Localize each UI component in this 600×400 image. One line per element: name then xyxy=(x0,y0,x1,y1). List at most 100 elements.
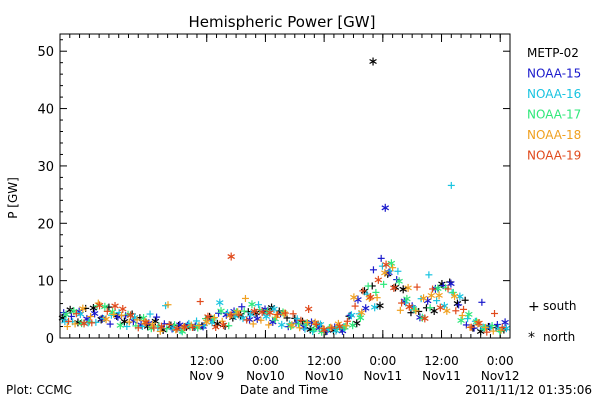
data-point-south xyxy=(240,307,248,315)
data-point-south xyxy=(359,287,367,295)
data-point-south xyxy=(227,311,235,319)
data-point-south xyxy=(72,310,80,318)
data-point-north xyxy=(405,302,414,311)
data-point-north xyxy=(120,317,129,326)
data-point-south xyxy=(293,315,301,323)
data-point-south xyxy=(412,307,420,315)
data-point-north xyxy=(310,325,318,334)
data-point-south xyxy=(106,320,114,328)
data-point-north xyxy=(395,277,403,286)
data-point-north xyxy=(348,321,357,330)
data-point-south xyxy=(483,328,491,336)
y-tick-label: 10 xyxy=(37,275,54,290)
legend-entry-noaa-17: NOAA-17 xyxy=(527,108,581,122)
data-point-south xyxy=(377,254,385,262)
data-point-south xyxy=(274,310,282,318)
data-point-north xyxy=(277,320,286,329)
data-point-north xyxy=(216,298,224,307)
data-point-south xyxy=(249,320,257,328)
data-point-south xyxy=(87,312,95,320)
data-point-south xyxy=(195,322,203,330)
data-point-south xyxy=(289,310,297,318)
data-point-north xyxy=(204,312,212,321)
data-point-south xyxy=(241,294,249,302)
data-point-south xyxy=(429,285,437,293)
data-point-north xyxy=(434,284,442,293)
data-point-south xyxy=(482,323,490,331)
data-point-south xyxy=(63,322,71,330)
data-point-north xyxy=(270,304,278,313)
data-point-south xyxy=(103,307,111,315)
y-tick-label: 0 xyxy=(46,332,54,347)
footer-left: Plot: CCMC xyxy=(6,383,72,397)
data-point-north xyxy=(246,310,255,319)
data-point-south xyxy=(327,323,335,331)
x-tick-label-date: Nov11 xyxy=(422,369,461,383)
data-point-north xyxy=(211,322,220,331)
data-point-south xyxy=(193,317,201,325)
data-point-south xyxy=(265,321,273,329)
data-point-north xyxy=(453,299,462,308)
data-point-south xyxy=(467,323,475,331)
data-point-north xyxy=(374,275,383,284)
data-point-north xyxy=(194,323,202,332)
data-point-south xyxy=(294,320,302,328)
x-tick-label-date: Nov11 xyxy=(363,369,402,383)
data-point-south xyxy=(380,280,388,288)
data-point-north xyxy=(119,305,127,314)
data-point-south xyxy=(255,301,263,309)
data-point-north xyxy=(356,313,365,322)
data-point-south xyxy=(373,294,381,302)
data-point-south xyxy=(425,271,433,279)
data-point-north xyxy=(157,322,166,331)
x-axis-label: Date and Time xyxy=(240,383,328,397)
data-point-south xyxy=(238,303,246,311)
legend-entry-noaa-19: NOAA-19 xyxy=(527,149,581,163)
data-point-north xyxy=(102,315,110,324)
data-point-north xyxy=(61,317,69,326)
data-point-north xyxy=(89,304,98,313)
data-point-south xyxy=(461,296,469,304)
x-tick-label-time: 0:00 xyxy=(487,354,514,368)
data-point-south xyxy=(210,314,218,322)
marker-label-north: north xyxy=(543,330,575,344)
data-point-south xyxy=(491,310,499,318)
data-point-north xyxy=(288,321,296,330)
data-point-north xyxy=(180,323,189,332)
data-point-south xyxy=(118,311,126,319)
data-point-south xyxy=(281,309,289,317)
x-tick-label-time: 0:00 xyxy=(369,354,396,368)
data-point-north xyxy=(142,318,150,327)
data-point-south xyxy=(188,324,196,332)
data-point-north xyxy=(266,308,274,317)
data-point-north xyxy=(304,304,313,313)
data-point-south xyxy=(489,327,497,335)
data-point-north xyxy=(501,318,509,327)
data-point-north xyxy=(248,300,256,309)
data-point-south xyxy=(146,310,154,318)
data-point-south xyxy=(498,323,506,331)
data-point-south xyxy=(394,267,402,275)
data-point-north xyxy=(435,291,443,300)
data-point-north xyxy=(381,203,390,212)
data-point-south xyxy=(389,264,397,272)
footer-right: 2011/11/12 01:35:06 xyxy=(465,383,592,397)
data-point-north xyxy=(456,292,464,301)
data-point-south xyxy=(444,285,452,293)
legend-entry-noaa-16: NOAA-16 xyxy=(527,87,581,101)
x-tick-label-time: 12:00 xyxy=(307,354,342,368)
data-point-south xyxy=(196,298,204,306)
data-point-south xyxy=(364,282,372,290)
data-point-south xyxy=(301,325,309,333)
data-point-south xyxy=(218,317,226,325)
y-tick-label: 20 xyxy=(37,217,54,232)
data-point-north xyxy=(80,319,88,328)
data-point-north xyxy=(376,301,384,310)
data-point-south xyxy=(328,324,336,332)
data-point-south xyxy=(123,323,131,331)
data-point-north xyxy=(350,293,358,302)
data-point-north xyxy=(250,307,259,316)
x-tick-label-time: 12:00 xyxy=(189,354,224,368)
y-tick-label: 40 xyxy=(37,103,54,118)
